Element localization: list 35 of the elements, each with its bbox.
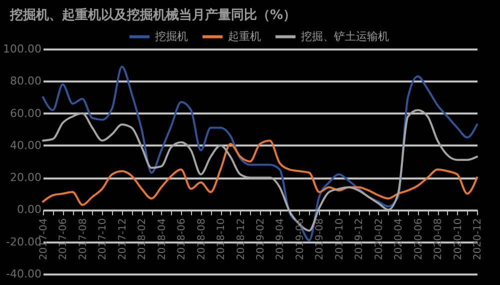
x-tick-label: 2017-12 [117, 218, 128, 260]
x-tick-label: 2018-06 [176, 218, 188, 260]
x-tick-label: 2018-12 [236, 218, 247, 260]
x-tick-label: 2019-02 [256, 218, 266, 260]
y-tick-label: 100.00 [3, 42, 42, 56]
legend-label: 起重机 [228, 30, 261, 43]
y-tick-label: 40.00 [10, 138, 42, 152]
y-tick-label: 60.00 [10, 106, 42, 120]
y-tick-label: -40.00 [6, 268, 42, 280]
x-tick-label: 2020-08 [433, 218, 444, 260]
x-tick-label: 2019-06 [294, 218, 306, 260]
x-tick-label: 2017-06 [58, 218, 70, 260]
x-tick-label: 2018-08 [196, 218, 208, 260]
x-tick-label: 2020-06 [413, 218, 424, 260]
x-tick-label: 2017-04 [38, 218, 50, 260]
legend-label: 挖掘、铲土运输机 [301, 30, 389, 43]
x-tick-label: 2020-04 [394, 218, 405, 260]
x-tick-label: 2018-04 [156, 218, 168, 260]
chart-title: 挖掘机、起重机以及挖掘机械当月产量同比（%） [10, 6, 296, 24]
x-tick-label: 2018-02 [137, 218, 148, 260]
x-tick-label: 2020-02 [374, 218, 385, 260]
y-tick-label: 0.00 [17, 203, 42, 216]
y-tick-label: 80.00 [10, 74, 42, 88]
legend-label: 挖掘机 [155, 30, 188, 43]
x-tick-label: 2017-10 [98, 218, 109, 260]
x-tick-label: 2019-10 [334, 218, 346, 260]
x-tick-label: 2018-10 [216, 218, 228, 260]
line-series [42, 140, 478, 206]
x-tick-label: 2017-08 [78, 218, 89, 260]
x-tick-label: 2019-04 [275, 218, 286, 260]
x-tick-label: 2020-12 [472, 218, 484, 260]
x-tick-label: 2019-08 [314, 218, 326, 260]
y-tick-label: 20.00 [10, 171, 42, 184]
x-tick-label: 2020-10 [452, 218, 464, 260]
x-tick-label: 2019-12 [354, 218, 366, 260]
